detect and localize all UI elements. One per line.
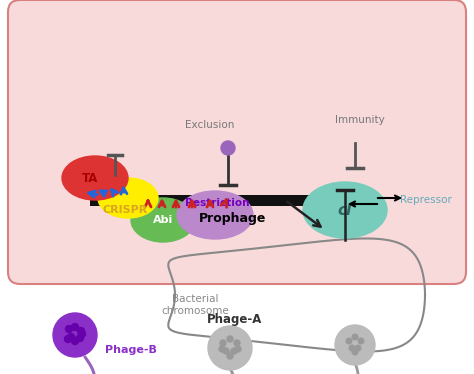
- Circle shape: [235, 346, 241, 352]
- Circle shape: [76, 334, 83, 341]
- Bar: [90, 195, 375, 206]
- Ellipse shape: [303, 182, 387, 238]
- Ellipse shape: [98, 178, 158, 218]
- Circle shape: [223, 348, 229, 354]
- Circle shape: [352, 349, 358, 355]
- Text: Repressor: Repressor: [400, 195, 452, 205]
- Text: Immunity: Immunity: [335, 115, 385, 125]
- Ellipse shape: [62, 156, 128, 200]
- Text: Bacterial
chromosome: Bacterial chromosome: [161, 294, 229, 316]
- Circle shape: [221, 141, 235, 155]
- Circle shape: [220, 340, 226, 346]
- Circle shape: [78, 328, 84, 334]
- Circle shape: [358, 338, 364, 344]
- Text: CRISPR: CRISPR: [102, 205, 147, 215]
- Circle shape: [208, 326, 252, 370]
- Ellipse shape: [131, 198, 195, 242]
- Circle shape: [346, 338, 352, 344]
- Circle shape: [234, 340, 240, 346]
- Circle shape: [72, 324, 79, 331]
- Circle shape: [67, 334, 74, 340]
- Circle shape: [219, 346, 225, 352]
- Circle shape: [79, 331, 85, 337]
- Text: Exclusion: Exclusion: [185, 120, 235, 130]
- Text: Restriction: Restriction: [185, 198, 249, 208]
- Circle shape: [352, 334, 358, 340]
- Text: TA: TA: [82, 172, 98, 184]
- Text: Phage-A: Phage-A: [207, 313, 263, 327]
- Circle shape: [227, 336, 233, 342]
- Text: Abi: Abi: [153, 215, 173, 225]
- FancyBboxPatch shape: [8, 0, 466, 284]
- Circle shape: [72, 337, 79, 344]
- Circle shape: [231, 348, 237, 354]
- Text: cl: cl: [338, 202, 352, 218]
- Circle shape: [335, 325, 375, 365]
- Circle shape: [65, 325, 73, 332]
- Text: Prophage: Prophage: [199, 212, 266, 224]
- Circle shape: [53, 313, 97, 357]
- Circle shape: [349, 345, 355, 351]
- Circle shape: [64, 335, 72, 343]
- Circle shape: [355, 345, 361, 351]
- Circle shape: [227, 353, 233, 359]
- Text: Phage-B: Phage-B: [105, 345, 157, 355]
- Ellipse shape: [177, 191, 253, 239]
